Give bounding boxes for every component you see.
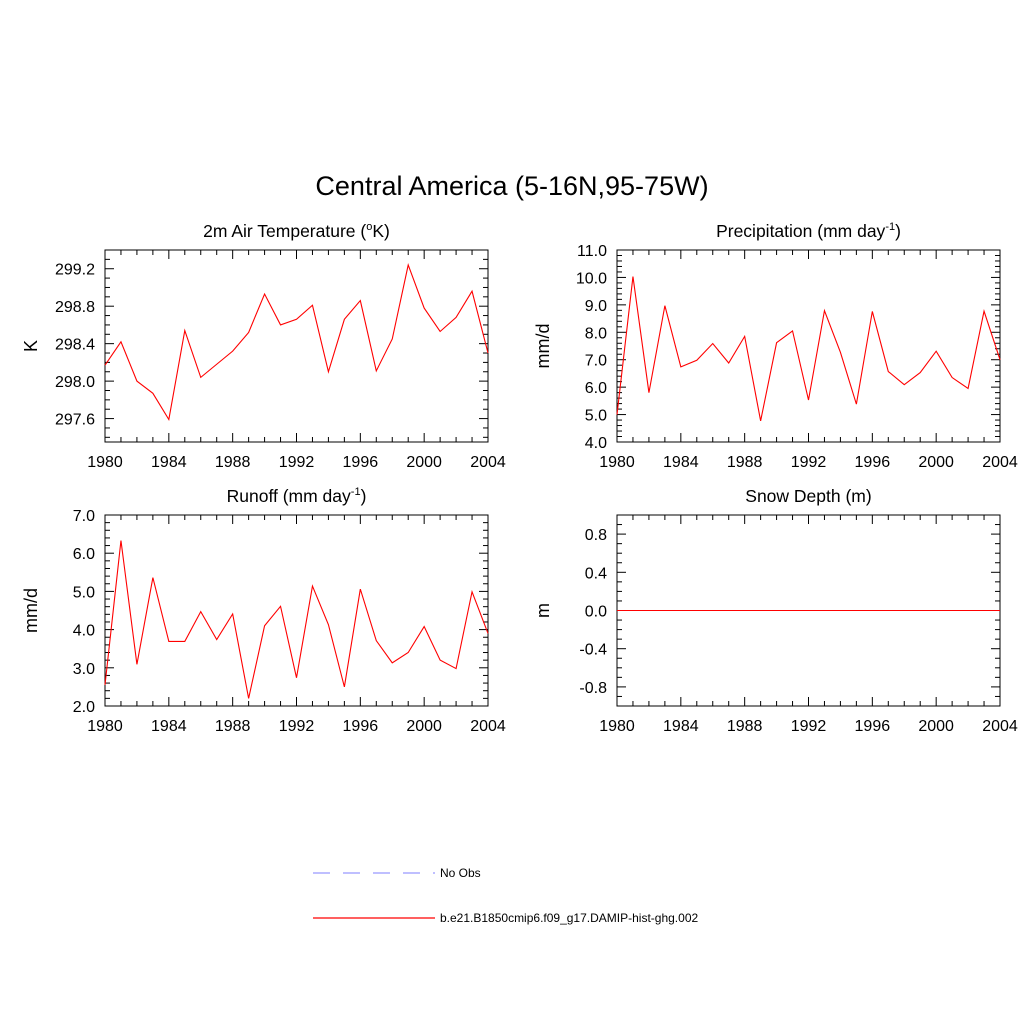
y-tick-label: 298.0 xyxy=(55,374,95,391)
y-tick-label: 5.0 xyxy=(73,584,95,601)
y-tick-label: 5.0 xyxy=(585,408,607,425)
x-tick-label: 2000 xyxy=(918,454,954,471)
x-tick-label: 1984 xyxy=(663,718,699,735)
x-tick-label: 2004 xyxy=(470,454,506,471)
x-tick-label: 1992 xyxy=(279,454,315,471)
y-axis-label: mm/d xyxy=(21,588,41,633)
plot-frame xyxy=(105,250,488,442)
y-tick-label: 297.6 xyxy=(55,412,95,429)
y-tick-label: -0.8 xyxy=(579,680,607,697)
panels: 2m Air Temperature (oK) K 1980 1984 1988 1992… xyxy=(21,221,1018,735)
y-tick-label: 8.0 xyxy=(585,325,607,342)
y-tick-label: 10.0 xyxy=(576,270,607,287)
x-tick-label: 1996 xyxy=(343,718,379,735)
x-tick-label: 1992 xyxy=(791,454,827,471)
panel-4: Snow Depth (m) m 1980 1984 1988 1992 1996 2000 2… xyxy=(533,486,1018,735)
y-tick-label: 0.8 xyxy=(585,527,607,544)
panel-title: Snow Depth (m) xyxy=(745,486,871,506)
y-tick-label: 7.0 xyxy=(73,508,95,525)
x-tick-label: 1980 xyxy=(599,454,635,471)
x-tick-label: 1988 xyxy=(215,718,251,735)
y-tick-label: 299.2 xyxy=(55,262,95,279)
x-tick-label: 2004 xyxy=(982,718,1018,735)
x-tick-label: 1980 xyxy=(87,454,123,471)
legend: No Obs b.e21.B1850cmip6.f09_g17.DAMIP-hi… xyxy=(313,866,698,925)
x-tick-label: 2000 xyxy=(918,718,954,735)
y-tick-label: 11.0 xyxy=(577,243,607,260)
panel-3: Runoff (mm day-1) mm/d 1980 1984 1988 1992 199… xyxy=(21,486,506,735)
panel-title: 2m Air Temperature (oK) xyxy=(203,221,390,241)
x-tick-label: 2004 xyxy=(470,718,506,735)
x-tick-label: 1980 xyxy=(87,718,123,735)
x-tick-label: 2000 xyxy=(406,454,442,471)
panel-1: 2m Air Temperature (oK) K 1980 1984 1988 1992… xyxy=(21,221,506,471)
panel-2: Precipitation (mm day-1) mm/d 1980 1984 1988… xyxy=(533,221,1018,471)
series-line xyxy=(617,277,1000,421)
x-tick-label: 1984 xyxy=(663,454,699,471)
y-tick-label: 298.4 xyxy=(55,337,95,354)
x-tick-label: 1988 xyxy=(215,454,251,471)
x-tick-label: 1988 xyxy=(727,454,763,471)
x-tick-label: 1980 xyxy=(599,718,635,735)
legend-model-label: b.e21.B1850cmip6.f09_g17.DAMIP-hist-ghg.… xyxy=(440,911,698,925)
y-axis-label: m xyxy=(533,603,553,618)
y-tick-label: 7.0 xyxy=(585,353,607,370)
x-tick-label: 2000 xyxy=(406,718,442,735)
y-tick-label: 6.0 xyxy=(585,380,607,397)
y-tick-label: 0.4 xyxy=(585,565,607,582)
x-tick-label: 1984 xyxy=(151,718,187,735)
x-tick-label: 1988 xyxy=(727,718,763,735)
x-tick-label: 1996 xyxy=(855,718,891,735)
series-line xyxy=(105,265,488,420)
y-tick-label: 6.0 xyxy=(73,546,95,563)
y-tick-label: 4.0 xyxy=(585,435,607,452)
x-tick-label: 2004 xyxy=(982,454,1018,471)
x-tick-label: 1996 xyxy=(855,454,891,471)
x-tick-label: 1996 xyxy=(343,454,379,471)
plot-frame xyxy=(617,250,1000,442)
y-axis-label: K xyxy=(21,340,41,352)
y-tick-label: 0.0 xyxy=(585,604,607,621)
y-tick-label: 3.0 xyxy=(73,661,95,678)
x-tick-label: 1992 xyxy=(791,718,827,735)
panel-title: Runoff (mm day-1) xyxy=(227,486,367,506)
y-tick-label: 2.0 xyxy=(73,699,95,716)
y-tick-label: 4.0 xyxy=(73,623,95,640)
y-tick-label: -0.4 xyxy=(579,642,607,659)
y-tick-label: 298.8 xyxy=(55,299,95,316)
legend-obs-label: No Obs xyxy=(440,866,481,880)
y-tick-label: 9.0 xyxy=(585,298,607,315)
panel-title: Precipitation (mm day-1) xyxy=(716,221,901,241)
y-axis-label: mm/d xyxy=(533,324,553,369)
series-line xyxy=(105,541,488,699)
x-tick-label: 1984 xyxy=(151,454,187,471)
x-tick-label: 1992 xyxy=(279,718,315,735)
figure-title: Central America (5-16N,95-75W) xyxy=(315,171,708,201)
